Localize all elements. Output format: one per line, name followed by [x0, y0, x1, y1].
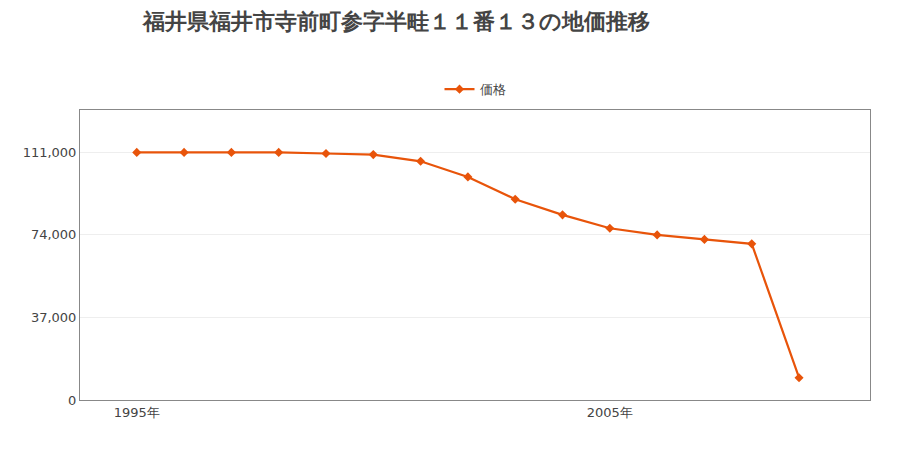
svg-text:111,000: 111,000 — [23, 145, 77, 160]
svg-text:74,000: 74,000 — [31, 227, 77, 242]
svg-text:価格: 価格 — [480, 82, 506, 97]
svg-text:1995年: 1995年 — [114, 405, 160, 420]
svg-text:37,000: 37,000 — [31, 310, 77, 325]
svg-text:福井県福井市寺前町参字半畦１１番１３の地価推移: 福井県福井市寺前町参字半畦１１番１３の地価推移 — [142, 9, 650, 34]
svg-text:0: 0 — [68, 393, 76, 408]
svg-text:2005年: 2005年 — [587, 405, 633, 420]
